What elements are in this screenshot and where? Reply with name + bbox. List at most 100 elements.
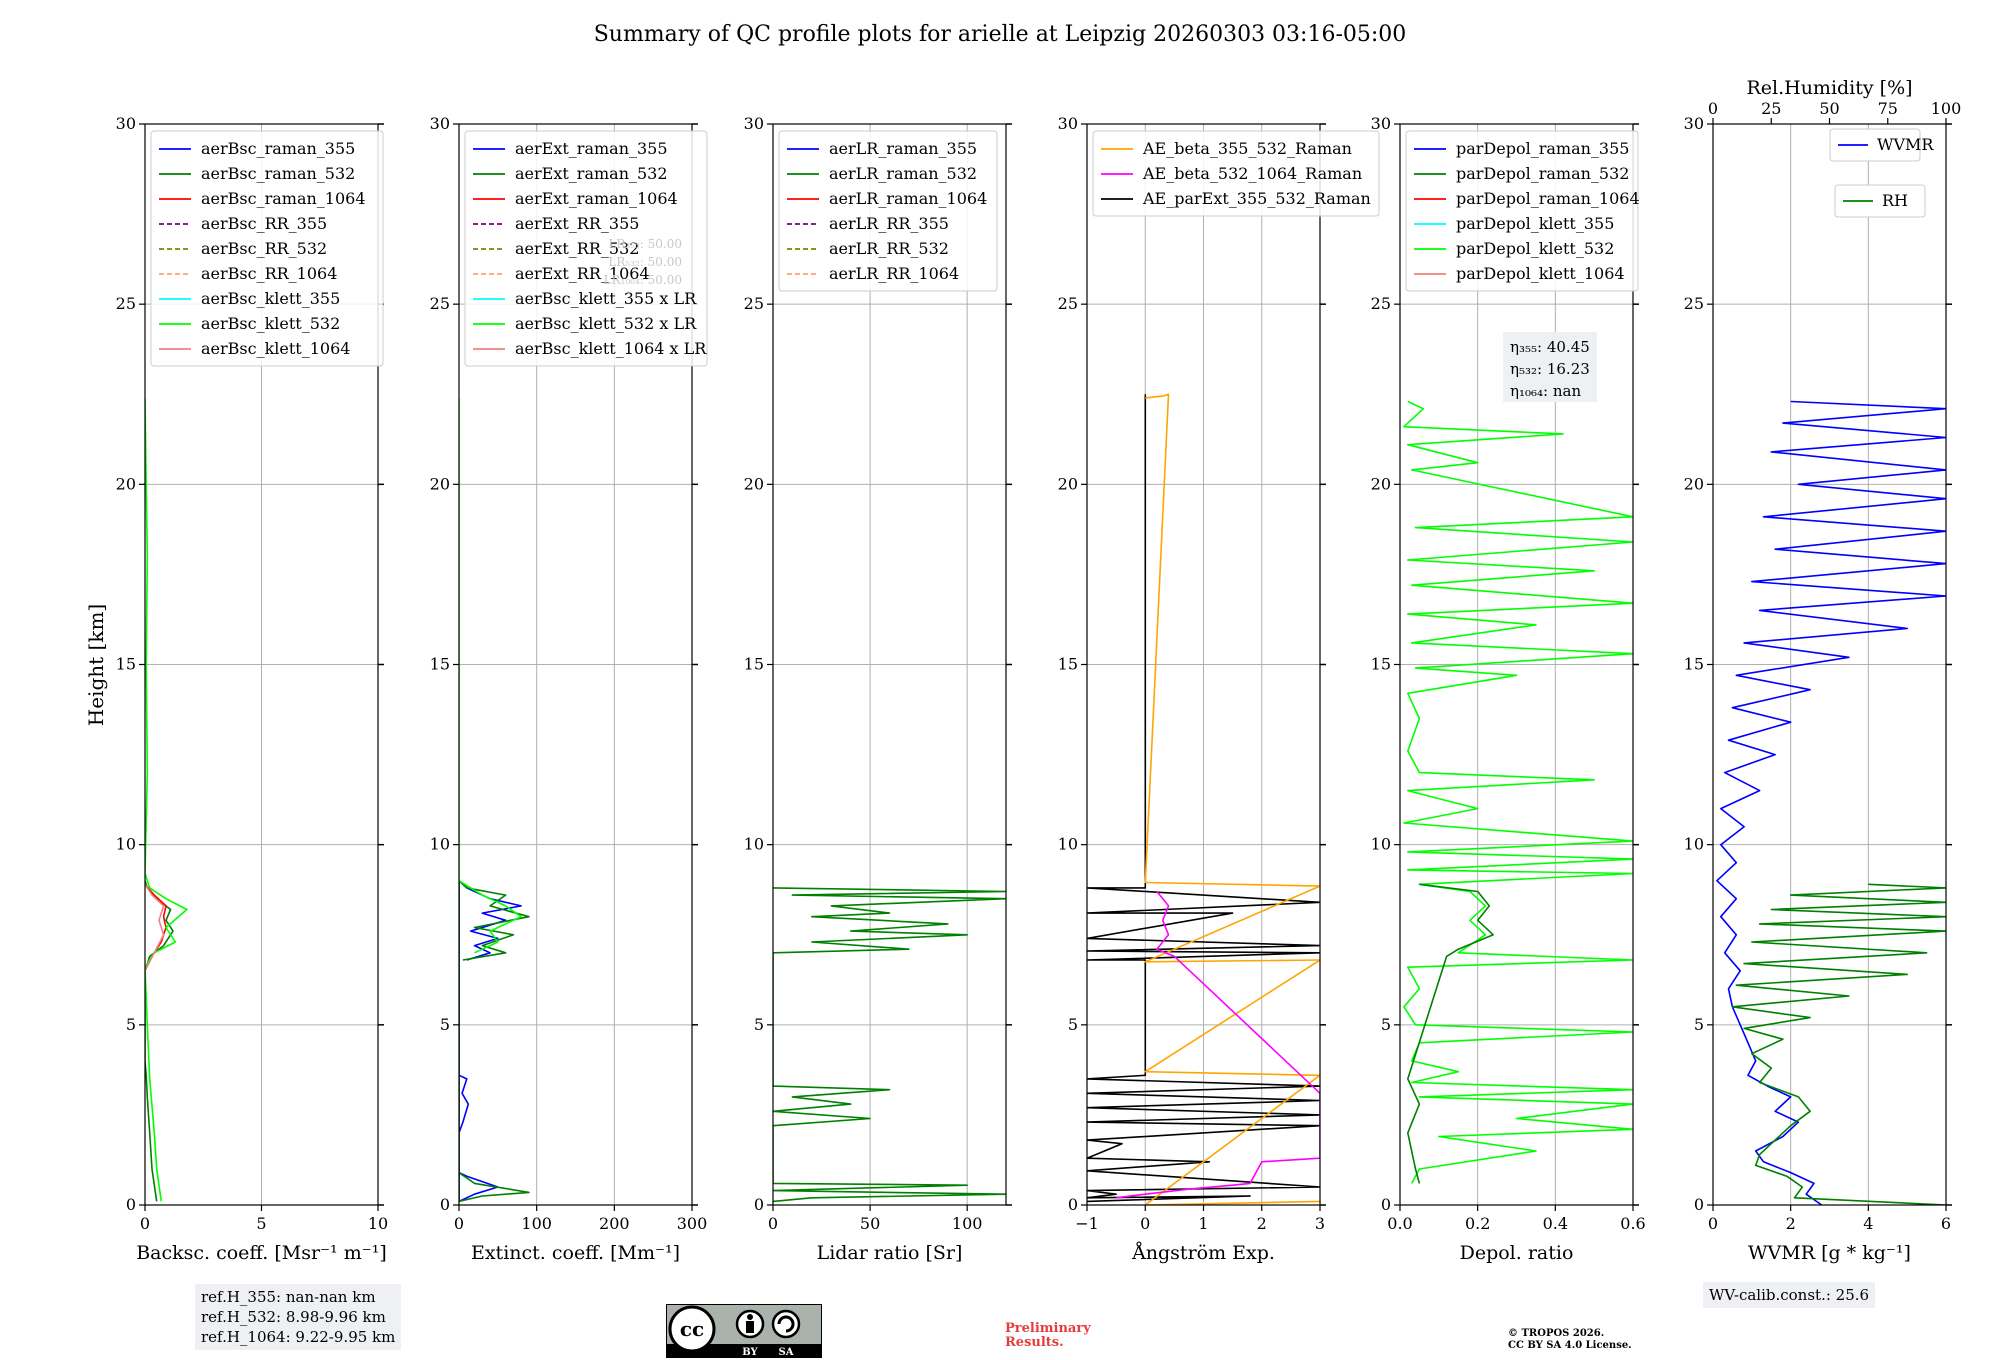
series-parDepol_raman_532 — [1407, 883, 1494, 1184]
legend-entry: aerBsc_klett_532 x LR — [515, 314, 697, 333]
y-tick-label: 15 — [744, 655, 764, 674]
x-tick-label: 0 — [140, 1214, 150, 1233]
legend-box — [1092, 130, 1380, 217]
by-label: BY — [742, 1347, 758, 1358]
y-tick-label: 25 — [1684, 294, 1704, 313]
legend-entry: aerLR_raman_355 — [829, 139, 977, 158]
y-tick-label: 30 — [116, 114, 136, 133]
y-tick-label: 0 — [754, 1195, 764, 1214]
eta-value: η₁₀₆₄: nan — [1510, 382, 1581, 400]
x-tick-label: 0.6 — [1620, 1214, 1645, 1233]
wv-calib-const: WV-calib.const.: 25.6 — [1709, 1286, 1870, 1304]
y-tick-label: 20 — [1371, 474, 1391, 493]
y-tick-label: 5 — [1068, 1015, 1078, 1034]
ref-height-532: ref.H_532: 8.98-9.96 km — [201, 1308, 386, 1326]
x-tick-label: 50 — [860, 1214, 880, 1233]
series-aerBsc_klett_1064 — [145, 883, 165, 972]
top-tick-label: 0 — [1708, 99, 1718, 118]
legend-entry: aerBsc_klett_1064 x LR — [515, 339, 707, 358]
x-axis-label: Backsc. coeff. [Msr⁻¹ m⁻¹] — [136, 1242, 387, 1264]
x-axis-label: Depol. ratio — [1460, 1242, 1574, 1264]
legend-depol: parDepol_raman_355 parDepol_raman_532 parD… — [1405, 130, 1640, 292]
legend-wv: WVMR RH — [1829, 128, 1934, 218]
y-tick-label: 10 — [1058, 835, 1078, 854]
legend-box — [778, 130, 998, 292]
series-aerBsc_klett_532 x LR — [459, 397, 522, 954]
y-tick-label: 0 — [126, 1195, 136, 1214]
x-tick-label: 4 — [1863, 1214, 1873, 1233]
y-tick-label: 10 — [744, 835, 764, 854]
y-tick-label: 20 — [744, 474, 764, 493]
x-tick-label: 100 — [521, 1214, 552, 1233]
x-tick-label: −1 — [1075, 1214, 1099, 1233]
y-tick-label: 0 — [1068, 1195, 1078, 1214]
x-axis-label: WVMR [g * kg⁻¹] — [1748, 1242, 1911, 1264]
legend-entry: RH — [1882, 191, 1908, 210]
top-tick-label: 50 — [1819, 99, 1839, 118]
legend-entry: aerBsc_klett_1064 — [201, 339, 350, 358]
copyright-note: © TROPOS 2026. CC BY SA 4.0 License. — [1508, 1328, 1632, 1351]
figure-title: Summary of QC profile plots for arielle … — [593, 22, 1407, 47]
x-tick-label: 3 — [1315, 1214, 1325, 1233]
reference-height-box: ref.H_355: nan-nan km ref.H_532: 8.98-9.… — [195, 1284, 402, 1350]
legend-box — [464, 130, 708, 367]
eta-value: η₃₅₅: 40.45 — [1510, 338, 1590, 356]
series-aerExt_raman_355 — [459, 879, 522, 1203]
legend-box — [150, 130, 384, 367]
legend-entry: aerBsc_raman_355 — [201, 139, 355, 158]
y-tick-label: 5 — [440, 1015, 450, 1034]
panel-bsc: 0 5 10 15 20 25 30 0 5 10 Backsc. coeff. [Msr⁻¹ m⁻… — [116, 114, 389, 1264]
y-tick-label: 30 — [1058, 114, 1078, 133]
series-group-bsc — [145, 397, 188, 1202]
cc-logo-text: cc — [680, 1317, 704, 1341]
legend-entry: aerLR_RR_532 — [829, 239, 949, 258]
cc-circle-icon — [668, 1305, 716, 1353]
series-AE_parExt_355_532_Raman — [1087, 394, 1320, 1203]
y-tick-label: 30 — [430, 114, 450, 133]
y-tick-label: 25 — [744, 294, 764, 313]
x-tick-label: 200 — [599, 1214, 630, 1233]
y-tick-label: 30 — [744, 114, 764, 133]
y-tick-label: 5 — [126, 1015, 136, 1034]
y-tick-label: 30 — [1371, 114, 1391, 133]
x-axis-label: Lidar ratio [Sr] — [817, 1242, 963, 1264]
x-tick-label: 300 — [677, 1214, 708, 1233]
eta-value: η₅₃₂: 16.23 — [1510, 360, 1590, 378]
panel-depol: 0 5 10 15 20 25 30 0.0 0.2 0.4 0.6 Depol. ratio parD… — [1371, 114, 1646, 1264]
x-tick-label: 100 — [952, 1214, 983, 1233]
x-tick-label: 1 — [1198, 1214, 1208, 1233]
x-axis-label: Ångström Exp. — [1131, 1242, 1275, 1264]
series-aerBsc_raman_532 — [145, 880, 174, 1202]
lidar-ratio-note: LR₃₅₅: 50.00 — [608, 237, 682, 251]
series-RH — [1731, 883, 1946, 1205]
x-tick-label: 0.0 — [1387, 1214, 1412, 1233]
preliminary-results-note: Preliminary Results. — [1005, 1321, 1091, 1350]
legend-entry: aerExt_raman_1064 — [515, 189, 678, 208]
series-parDepol_klett_532 — [1403, 400, 1633, 1184]
series-AE_beta_532_1064_Raman — [1116, 890, 1320, 1199]
top-tick-label: 75 — [1878, 99, 1898, 118]
legend-entry: aerLR_raman_1064 — [829, 189, 987, 208]
legend-entry: aerBsc_RR_1064 — [201, 264, 337, 283]
legend-entry: parDepol_klett_532 — [1456, 239, 1614, 258]
y-tick-label: 30 — [1684, 114, 1704, 133]
sa-label: SA — [779, 1347, 794, 1358]
legend-ae: AE_beta_355_532_Raman AE_beta_532_1064_Ra… — [1092, 130, 1380, 217]
legend-entry: AE_beta_532_1064_Raman — [1142, 164, 1362, 183]
y-axis-label: Height [km] — [84, 604, 108, 726]
x-axis-label: Extinct. coeff. [Mm⁻¹] — [471, 1242, 680, 1264]
x-tick-label: 2 — [1786, 1214, 1796, 1233]
legend-box — [1834, 184, 1926, 218]
series-group-depol — [1403, 400, 1633, 1184]
y-tick-label: 25 — [1058, 294, 1078, 313]
x-tick-label: 0.2 — [1465, 1214, 1490, 1233]
y-tick-label: 10 — [430, 835, 450, 854]
y-tick-label: 20 — [1684, 474, 1704, 493]
legend-entry: aerBsc_klett_355 x LR — [515, 289, 697, 308]
y-tick-label: 15 — [430, 655, 450, 674]
legend-box — [1829, 128, 1921, 162]
y-tick-label: 15 — [116, 655, 136, 674]
